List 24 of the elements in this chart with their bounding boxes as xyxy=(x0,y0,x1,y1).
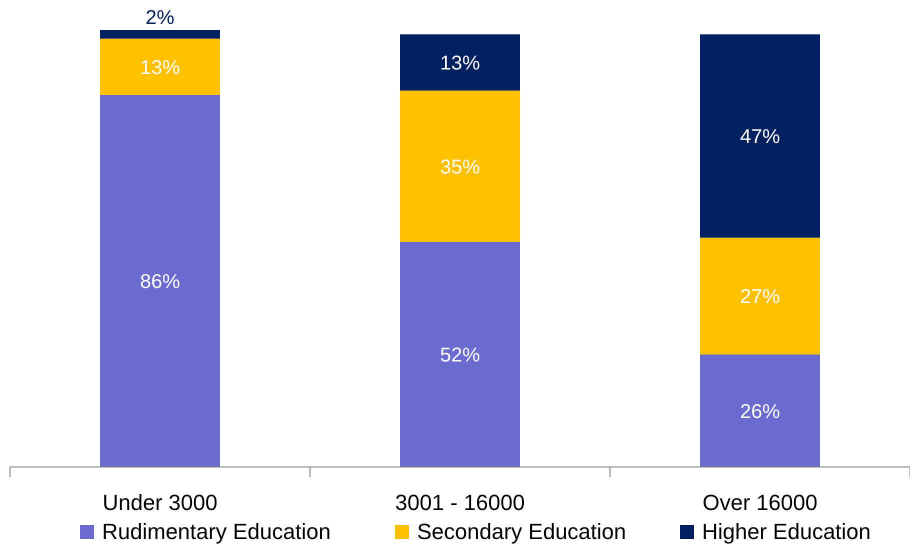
bar xyxy=(100,30,220,39)
x-tick-label: Under 3000 xyxy=(102,490,218,515)
legend-label: Rudimentary Education xyxy=(102,519,331,544)
data-label: 2% xyxy=(146,7,175,29)
bar xyxy=(100,38,220,95)
data-label: 13% xyxy=(140,56,180,79)
bar xyxy=(400,90,520,242)
bar xyxy=(100,94,220,467)
bar xyxy=(700,34,820,238)
data-label: 52% xyxy=(440,344,480,367)
data-label: 26% xyxy=(740,400,780,423)
bar xyxy=(400,242,520,467)
bar xyxy=(400,34,520,91)
legend-label: Higher Education xyxy=(702,519,871,544)
bar xyxy=(700,238,820,355)
data-label: 13% xyxy=(440,52,480,74)
data-label: 35% xyxy=(440,156,480,178)
x-tick-label: Over 16000 xyxy=(702,490,818,515)
data-label: 27% xyxy=(740,286,780,308)
bar xyxy=(700,354,820,467)
legend-label: Secondary Education xyxy=(417,519,626,544)
x-tick-label: 3001 - 16000 xyxy=(395,490,525,515)
data-label: 86% xyxy=(140,270,180,293)
data-label: 47% xyxy=(740,126,780,148)
